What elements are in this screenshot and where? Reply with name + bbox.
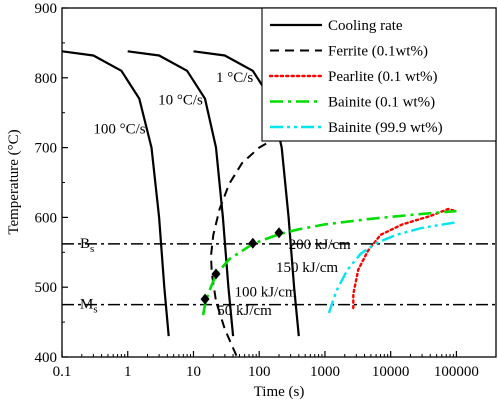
x-tick-label: 1	[124, 364, 132, 380]
series-layer	[62, 50, 457, 357]
annotation-label: 50 kJ/cm	[217, 303, 272, 319]
x-axis-title: Time (s)	[254, 384, 305, 400]
bainite-99p9-curve	[327, 221, 457, 314]
legend: Cooling rate Ferrite (0.1wt%) Pearlite (0.…	[261, 7, 497, 142]
x-tick-label: 0.1	[53, 364, 72, 380]
annotation-label: 150 kJ/cm	[276, 260, 338, 276]
legend-box	[261, 7, 497, 142]
heat-input-marker-3	[248, 237, 258, 249]
heat-input-marker-4	[274, 227, 284, 239]
reference-label-ms: Ms	[80, 297, 98, 316]
annotation-label: 10 °C/s	[158, 92, 203, 108]
axis-ticks: 0.1 1 10 100 1000 10000 100000 400 500 600 700 800 9…	[35, 1, 479, 380]
y-tick-label: 500	[35, 280, 58, 296]
bainite-0p1-curve	[201, 209, 457, 316]
reference-lines	[62, 243, 496, 306]
y-tick-label: 400	[35, 350, 58, 366]
pearlite-curve	[352, 207, 455, 310]
legend-label: Bainite (0.1 wt%)	[328, 95, 435, 111]
legend-label: Ferrite (0.1wt%)	[328, 44, 428, 60]
y-tick-label: 700	[35, 141, 58, 157]
y-tick-label: 800	[35, 71, 58, 87]
x-tick-label: 100	[248, 364, 271, 380]
cooling-curve-1	[62, 50, 170, 337]
annotation-label: 1 °C/s	[216, 70, 253, 86]
y-tick-label: 600	[35, 210, 58, 226]
heat-input-marker-2	[211, 268, 221, 280]
legend-label: Pearlite (0.1 wt%)	[328, 69, 438, 85]
x-tick-label: 10000	[372, 364, 410, 380]
marker-layer	[200, 227, 284, 305]
x-tick-label: 1000	[310, 364, 340, 380]
y-tick-label: 900	[35, 1, 58, 17]
y-axis-title: Temperature (°C)	[6, 129, 22, 234]
x-tick-label: 10	[186, 364, 201, 380]
annotation-label: 100 kJ/cm	[234, 284, 296, 300]
annotation-label: 200 kJ/cm	[289, 237, 351, 253]
annotation-label: 100 °C/s	[93, 122, 145, 138]
ferrite-curve	[209, 132, 291, 357]
legend-label: Bainite (99.9 wt%)	[328, 120, 443, 136]
heat-input-marker-1	[200, 293, 210, 305]
legend-label: Cooling rate	[328, 18, 403, 34]
x-tick-label: 100000	[434, 364, 479, 380]
cooling-curve-2	[127, 50, 235, 337]
